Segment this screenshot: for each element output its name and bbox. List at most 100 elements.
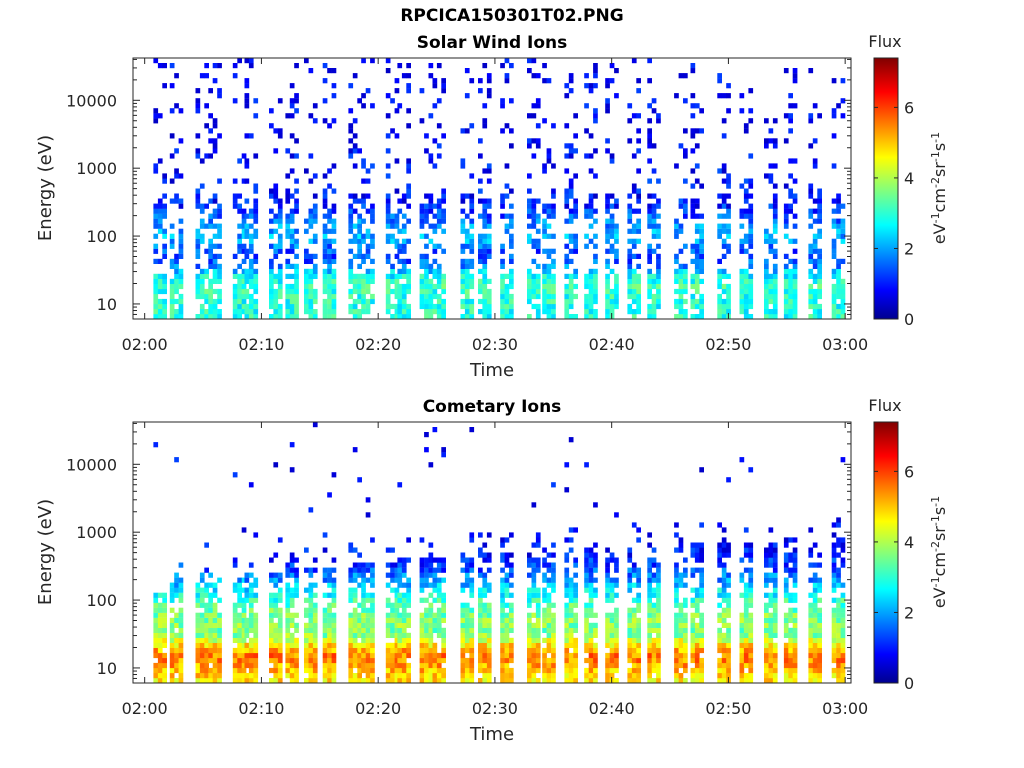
spectrogram-cell — [217, 233, 222, 239]
spectrogram-cell — [217, 243, 222, 249]
spectrogram-cell — [308, 213, 314, 219]
spectrogram-cell — [783, 208, 789, 214]
spectrogram-cell — [788, 208, 793, 214]
spectrogram-cell — [721, 582, 727, 588]
spectrogram-cell — [721, 253, 727, 259]
spectrogram-cell — [244, 178, 250, 184]
spectrogram-cell — [294, 273, 299, 279]
spectrogram-cell — [500, 288, 505, 295]
spectrogram-cell — [277, 657, 283, 664]
spectrogram-cell — [436, 673, 442, 679]
spectrogram-cell — [656, 657, 661, 664]
spectrogram-cell — [792, 662, 798, 669]
spectrogram-cell — [690, 273, 696, 279]
spectrogram-cell — [535, 602, 541, 608]
spectrogram-cell — [743, 607, 749, 613]
spectrogram-cell — [772, 632, 778, 638]
spectrogram-cell — [204, 632, 209, 638]
spectrogram-cell — [588, 662, 594, 669]
spectrogram-cell — [419, 652, 425, 659]
spectrogram-cell — [169, 637, 175, 643]
spectrogram-cell — [647, 557, 652, 563]
spectrogram-cell — [631, 662, 637, 669]
spectrogram-cell — [162, 178, 167, 184]
spectrogram-cell — [237, 673, 242, 679]
spectrogram-cell — [406, 314, 411, 320]
spectrogram-cell — [401, 248, 407, 254]
spectrogram-cell — [294, 572, 299, 578]
spectrogram-cell — [178, 662, 184, 669]
spectrogram-cell — [428, 303, 434, 310]
spectrogram-cell — [721, 288, 727, 295]
spectrogram-cell — [460, 273, 466, 279]
spectrogram-cell — [551, 632, 556, 638]
spectrogram-cell — [482, 592, 488, 598]
spectrogram-cell — [460, 243, 466, 249]
spectrogram-cell — [478, 78, 483, 84]
spectrogram-cell — [331, 647, 337, 654]
spectrogram-cell — [535, 652, 541, 659]
spectrogram-cell — [178, 592, 184, 598]
spectrogram-cell — [352, 309, 358, 315]
spectrogram-cell — [269, 557, 274, 563]
spectrogram-cell — [217, 263, 222, 269]
spectrogram-cell — [253, 637, 259, 643]
spectrogram-cell — [694, 587, 700, 593]
spectrogram-cell — [717, 602, 722, 608]
spectrogram-cell — [636, 293, 641, 300]
spectrogram-cell — [352, 273, 358, 279]
spectrogram-cell — [593, 268, 598, 274]
spectrogram-cell — [535, 587, 541, 593]
spectrogram-cell — [588, 632, 594, 638]
spectrogram-cell — [699, 678, 704, 684]
spectrogram-cell — [327, 238, 332, 244]
spectrogram-cell — [656, 178, 661, 184]
spectrogram-cell — [469, 243, 475, 249]
spectrogram-cell — [241, 258, 247, 264]
spectrogram-cell — [195, 238, 201, 244]
spectrogram-cell — [253, 657, 259, 664]
spectrogram-cell — [743, 617, 749, 623]
spectrogram-cell — [551, 309, 556, 315]
spectrogram-cell — [817, 678, 822, 684]
spectrogram-cell — [178, 248, 184, 254]
spectrogram-cell — [424, 243, 429, 249]
spectrogram-cell — [690, 657, 696, 664]
spectrogram-cell — [535, 622, 541, 628]
spectrogram-cell — [726, 572, 731, 578]
spectrogram-cell — [204, 542, 209, 548]
spectrogram-cell — [322, 678, 328, 684]
spectrogram-cell — [588, 647, 594, 654]
spectrogram-cell — [792, 248, 798, 254]
spectrogram-cell — [370, 233, 375, 239]
spectrogram-cell — [836, 582, 841, 588]
spectrogram-cell — [174, 647, 179, 654]
spectrogram-cell — [551, 642, 556, 648]
spectrogram-cell — [436, 263, 442, 269]
spectrogram-cell — [817, 662, 822, 669]
spectrogram-cell — [322, 652, 328, 659]
spectrogram-cell — [482, 314, 488, 320]
spectrogram-cell — [482, 218, 488, 224]
spectrogram-cell — [812, 678, 818, 684]
spectrogram-cell — [573, 592, 578, 598]
spectrogram-cell — [370, 657, 375, 664]
spectrogram-cell — [678, 278, 684, 284]
spectrogram-cell — [460, 128, 466, 134]
spectrogram-cell — [460, 163, 466, 169]
spectrogram-cell — [169, 642, 175, 648]
spectrogram-cell — [169, 678, 175, 684]
spectrogram-cell — [365, 228, 371, 234]
colorbar-title-cometary: Flux — [868, 396, 901, 415]
spectrogram-cell — [772, 288, 778, 295]
spectrogram-cell — [504, 572, 510, 578]
spectrogram-cell — [690, 642, 696, 648]
spectrogram-cell — [831, 208, 837, 214]
spectrogram-cell — [237, 582, 242, 588]
spectrogram-cell — [248, 627, 254, 633]
spectrogram-cell — [244, 642, 250, 648]
spectrogram-cell — [419, 273, 425, 279]
spectrogram-cell — [285, 314, 291, 320]
spectrogram-cell — [568, 293, 574, 300]
spectrogram-cell — [500, 98, 505, 104]
